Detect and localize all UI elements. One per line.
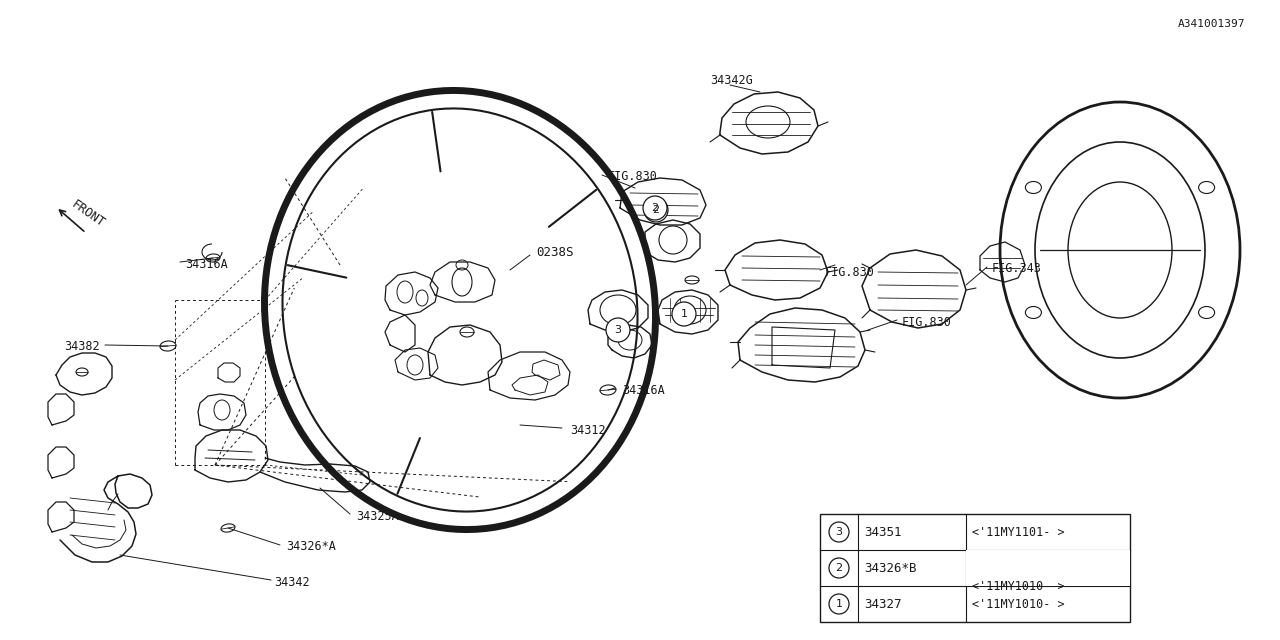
- Text: 34316A: 34316A: [186, 257, 228, 271]
- Text: 34326*B: 34326*B: [864, 561, 916, 575]
- Circle shape: [643, 196, 667, 220]
- Text: <'11MY1010- >: <'11MY1010- >: [972, 598, 1065, 611]
- Text: 2: 2: [836, 563, 842, 573]
- Text: 34325A: 34325A: [356, 509, 399, 522]
- Text: 34312: 34312: [570, 424, 605, 436]
- Circle shape: [605, 318, 630, 342]
- Text: <'11MY1010- >: <'11MY1010- >: [972, 579, 1065, 593]
- Circle shape: [829, 558, 849, 578]
- Text: FIG.830: FIG.830: [608, 170, 658, 184]
- Text: A341001397: A341001397: [1178, 19, 1245, 29]
- Text: FIG.830: FIG.830: [826, 266, 874, 278]
- Text: FIG.830: FIG.830: [902, 316, 952, 328]
- Text: 34351: 34351: [864, 525, 901, 538]
- Text: 34382: 34382: [64, 340, 100, 353]
- Bar: [966, 550, 1130, 586]
- Text: 3: 3: [836, 527, 842, 537]
- Text: 1: 1: [836, 599, 842, 609]
- Text: 0238S: 0238S: [536, 246, 573, 259]
- Circle shape: [829, 522, 849, 542]
- Circle shape: [829, 594, 849, 614]
- Text: <'11MY1101- >: <'11MY1101- >: [972, 525, 1065, 538]
- Circle shape: [672, 302, 696, 326]
- Text: 34316A: 34316A: [622, 383, 664, 397]
- Text: FRONT: FRONT: [69, 198, 108, 230]
- Text: 34327: 34327: [864, 598, 901, 611]
- Text: 2: 2: [652, 203, 659, 213]
- Text: 34342: 34342: [274, 575, 310, 589]
- Bar: [820, 514, 1130, 622]
- Text: FIG.343: FIG.343: [992, 262, 1042, 275]
- Text: 3: 3: [614, 325, 622, 335]
- Text: 34326*A: 34326*A: [285, 541, 335, 554]
- Circle shape: [644, 198, 668, 222]
- Text: 1: 1: [681, 309, 687, 319]
- Text: 2: 2: [653, 205, 659, 215]
- Text: 34342G: 34342G: [710, 74, 754, 86]
